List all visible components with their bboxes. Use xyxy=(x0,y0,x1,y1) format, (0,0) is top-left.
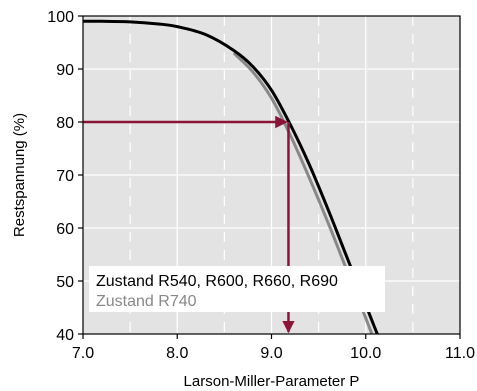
x-tick-label-1: 8.0 xyxy=(166,345,188,362)
y-tick-label-0: 40 xyxy=(56,327,74,344)
y-tick-label-1: 50 xyxy=(56,274,74,291)
y-tick-label-5: 90 xyxy=(56,62,74,79)
y-tick-label-2: 60 xyxy=(56,221,74,238)
legend: Zustand R540, R600, R660, R690 Zustand R… xyxy=(89,266,385,312)
y-tick-label-6: 100 xyxy=(47,9,74,26)
legend-entry-2: Zustand R740 xyxy=(96,293,197,310)
x-tick-label-4: 11.0 xyxy=(445,345,475,362)
x-tick-label-3: 10.0 xyxy=(350,345,381,362)
x-axis-label: Larson-Miller-Parameter P xyxy=(184,373,360,390)
legend-entry-1: Zustand R540, R600, R660, R690 xyxy=(96,273,338,290)
y-axis-label: Restspannung (%) xyxy=(11,113,28,237)
x-tick-label-2: 9.0 xyxy=(260,345,282,362)
x-tick-label-0: 7.0 xyxy=(72,345,94,362)
y-tick-label-4: 80 xyxy=(56,115,74,132)
y-tick-label-3: 70 xyxy=(56,168,74,185)
